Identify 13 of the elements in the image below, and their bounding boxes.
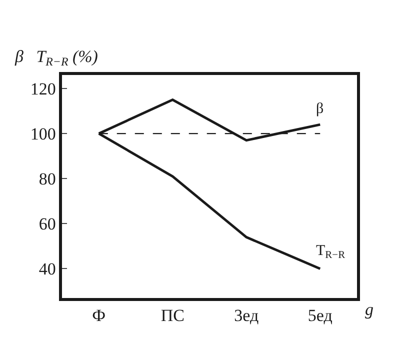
x-tick-label: 5ед [308, 306, 333, 326]
x-tick-label: 3ед [234, 306, 259, 326]
y-tick-label: 60 [38, 214, 56, 234]
x-tick-label: Ф [92, 306, 106, 326]
y-tick-label: 40 [38, 260, 56, 279]
series-label: β [316, 101, 324, 117]
series-label: T$_{R−R}$ [316, 243, 346, 262]
x-axis-title: g [365, 300, 374, 319]
y-tick-label: 80 [38, 170, 56, 189]
y-axis-title: β T$_{R−R}$ (%) [14, 47, 98, 69]
y-tick-label: 100 [30, 124, 56, 144]
x-tick-label: ПС [160, 306, 184, 326]
y-tick-label: 120 [30, 79, 56, 98]
